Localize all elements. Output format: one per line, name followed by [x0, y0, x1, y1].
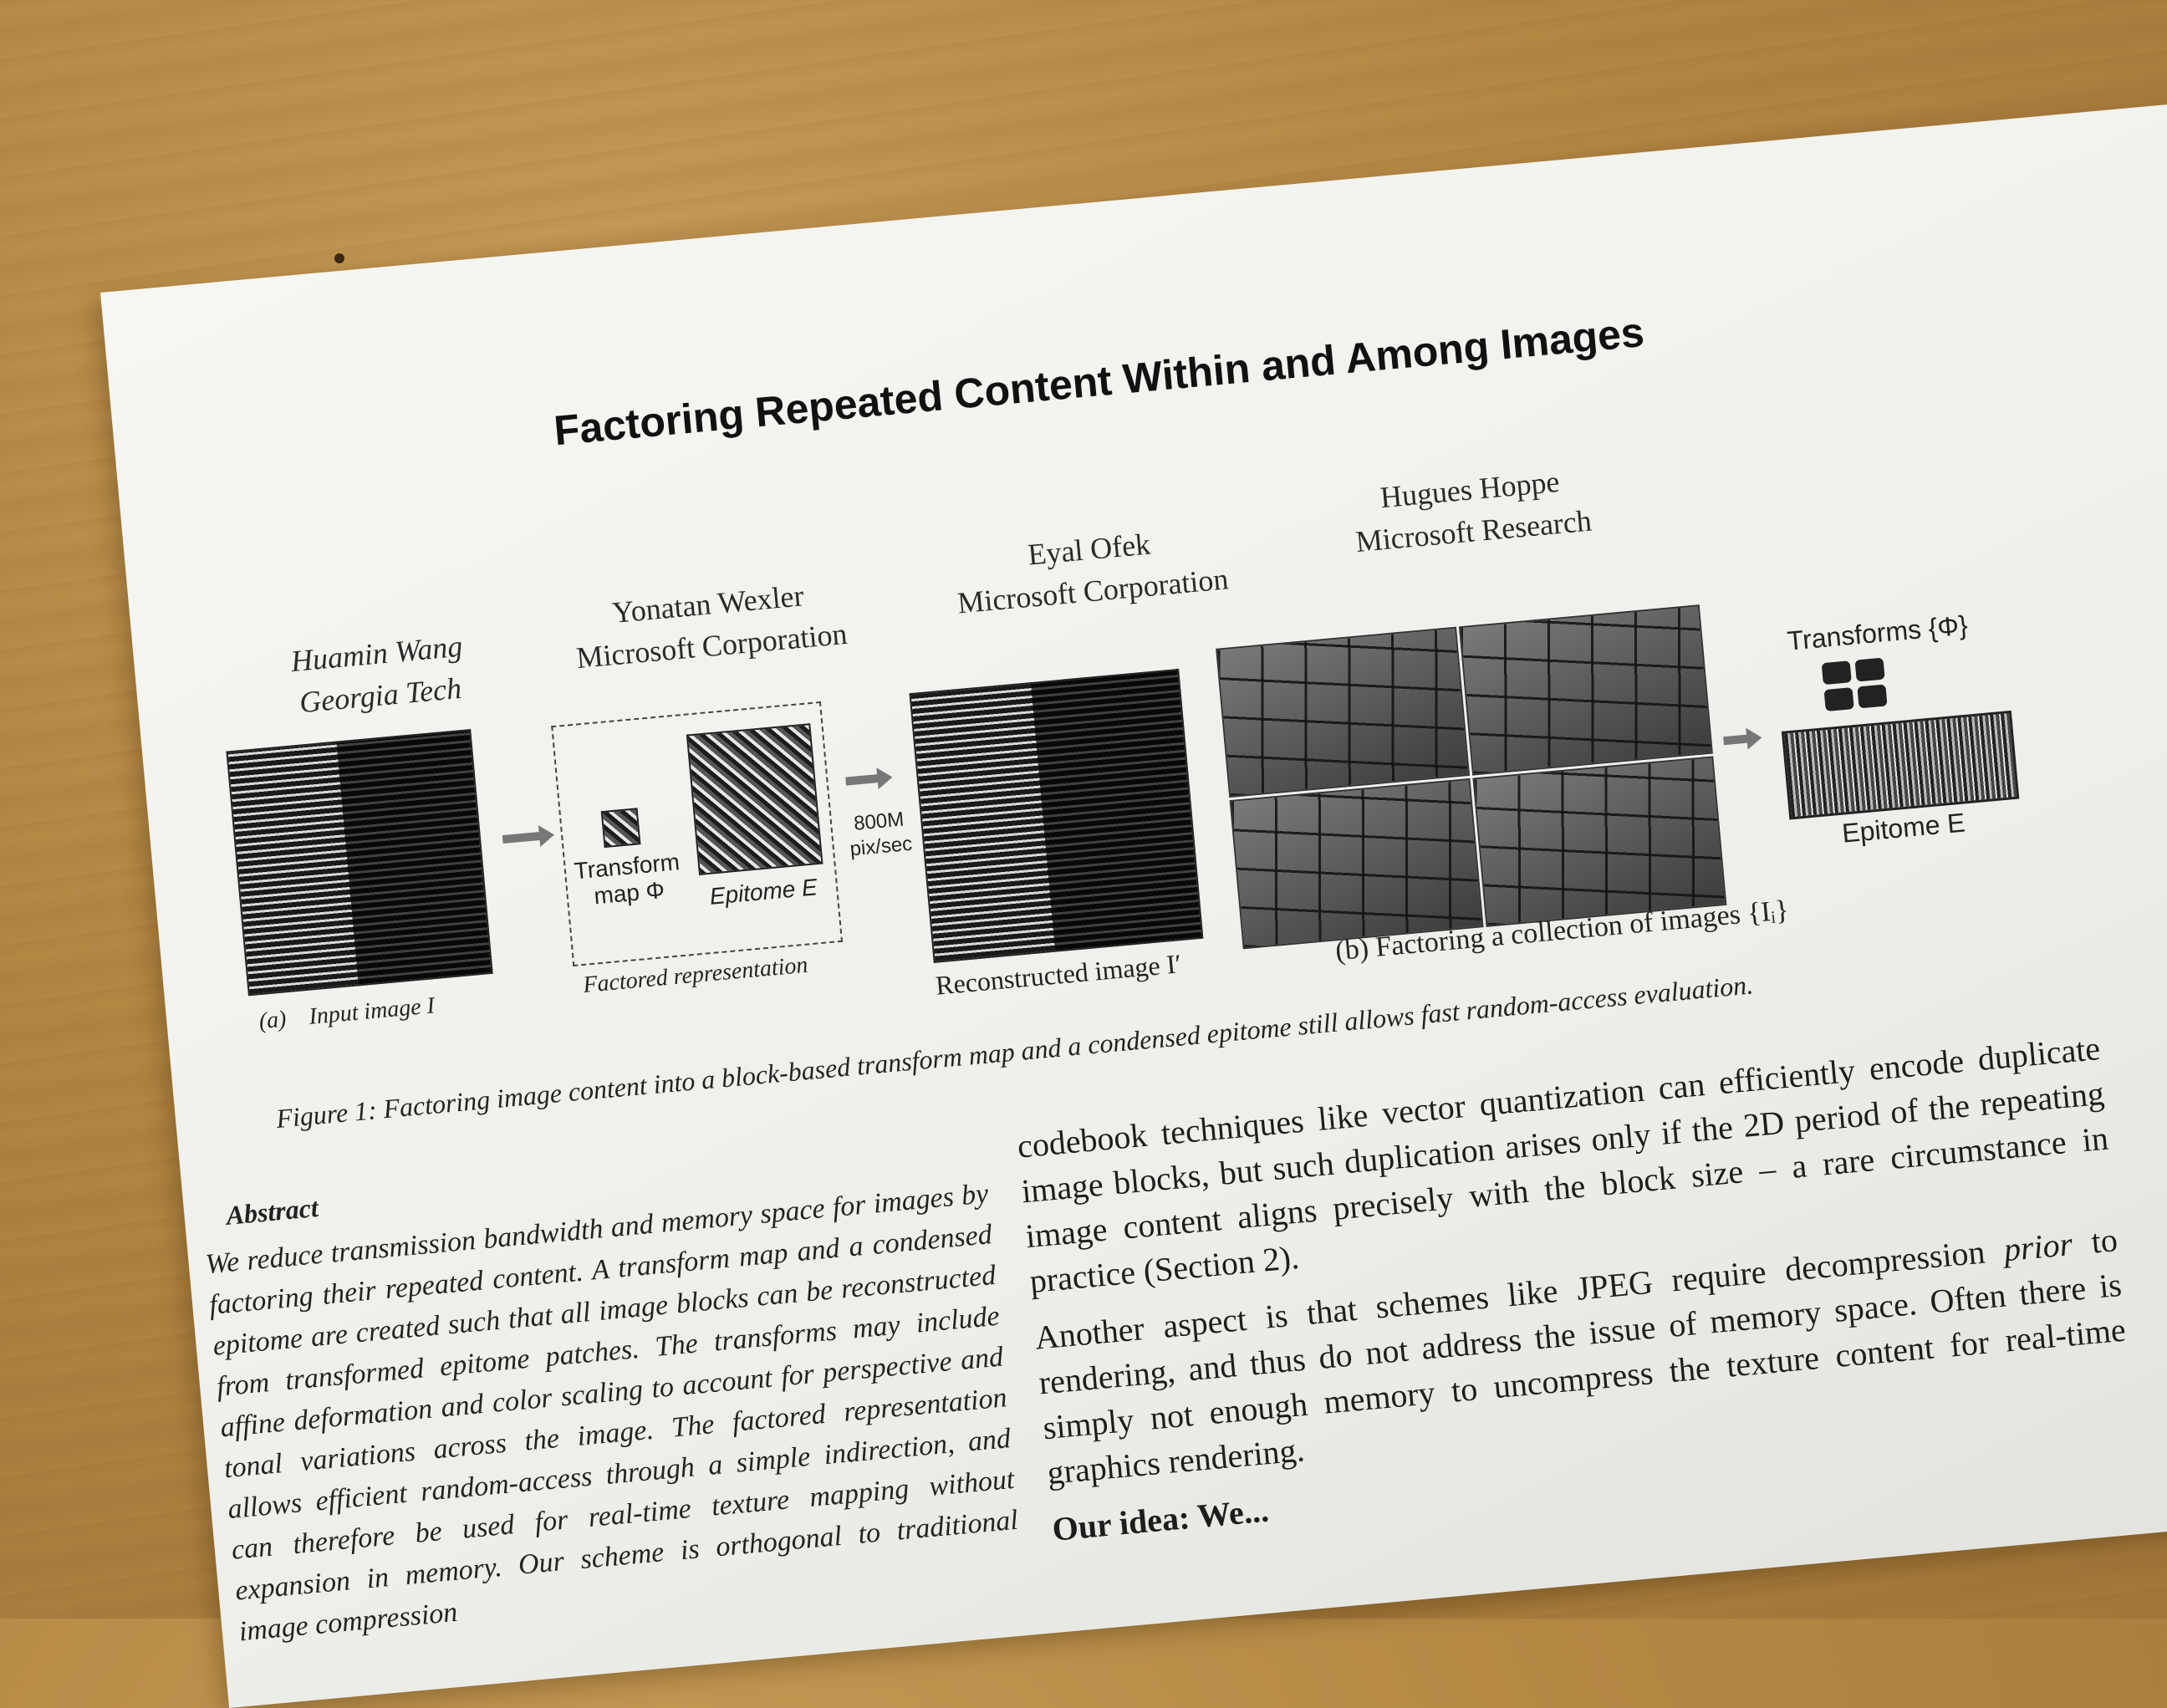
- abstract-heading: Abstract: [225, 1191, 320, 1231]
- reconstructed-image: [909, 668, 1204, 963]
- author-block: Yonatan Wexler Microsoft Corporation: [531, 568, 888, 683]
- transform-block: [1821, 660, 1852, 686]
- author-block: Eyal Ofek Microsoft Corporation: [912, 512, 1269, 628]
- collection-image: [1229, 778, 1484, 950]
- subfig-a-tag: (a): [257, 1006, 288, 1035]
- transform-map-label: Transform map Φ: [573, 849, 681, 910]
- abstract-text: We reduce transmission bandwidth and mem…: [204, 1178, 1020, 1648]
- collection-image: [1216, 626, 1471, 798]
- body-emphasis: prior: [2001, 1224, 2074, 1269]
- paper-title: Factoring Repeated Content Within and Am…: [552, 308, 1646, 455]
- transform-block: [1823, 687, 1854, 712]
- arrow-icon: [845, 773, 880, 786]
- desk-spot: [334, 253, 344, 263]
- paper-page: Factoring Repeated Content Within and Am…: [100, 92, 2167, 1708]
- transform-block: [1854, 657, 1885, 682]
- transforms-label: Transforms {Φ}: [1786, 609, 1970, 656]
- body-column: codebook techniques like vector quantiza…: [1016, 1026, 2139, 1564]
- subfig-a-label: Input image I: [308, 992, 436, 1030]
- speed-label: 800M pix/sec: [849, 808, 914, 861]
- epitome-image: [686, 723, 823, 875]
- transform-map-image: [600, 808, 641, 849]
- transform-block: [1857, 684, 1888, 709]
- collection-image: [1458, 604, 1713, 776]
- author-block: Huamin Wang Georgia Tech: [250, 621, 507, 727]
- epitome-b-image: [1781, 710, 2020, 820]
- arrow-icon: [1723, 734, 1749, 746]
- input-image: [226, 728, 493, 997]
- arrow-icon: [502, 831, 542, 844]
- author-block: Hugues Hoppe Microsoft Research: [1293, 453, 1650, 568]
- collection-image: [1472, 756, 1727, 927]
